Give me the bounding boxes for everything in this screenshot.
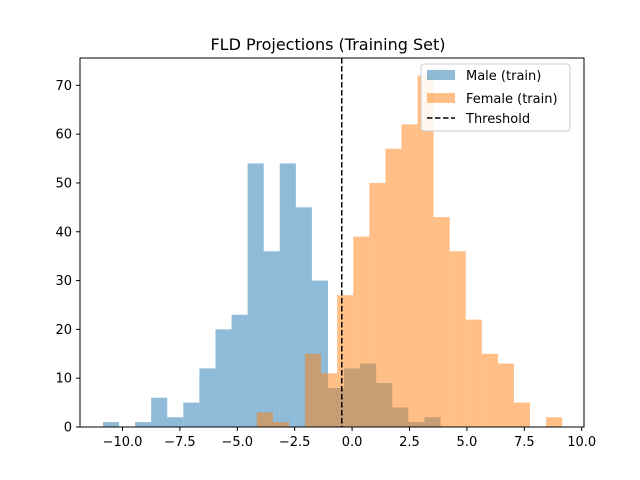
legend: Male (train) Female (train) Threshold bbox=[420, 63, 571, 132]
bar-male bbox=[263, 251, 280, 427]
bar-female bbox=[546, 417, 563, 427]
bar-male bbox=[183, 402, 200, 427]
bar-female bbox=[465, 319, 482, 427]
legend-label-male: Male (train) bbox=[466, 69, 541, 84]
bar-male bbox=[247, 163, 264, 427]
bar-female bbox=[433, 217, 450, 427]
bar-female bbox=[513, 402, 531, 427]
bar-female bbox=[401, 124, 418, 427]
x-tick-label: 2.5 bbox=[399, 435, 420, 450]
bar-male bbox=[231, 314, 248, 427]
legend-label-threshold: Threshold bbox=[465, 112, 530, 127]
y-tick-label: 30 bbox=[55, 274, 72, 289]
x-tick-label: 10.0 bbox=[567, 435, 596, 450]
bar-female bbox=[272, 422, 289, 427]
bar-female bbox=[337, 295, 354, 427]
bar-female bbox=[369, 182, 386, 427]
bar-female bbox=[417, 75, 434, 428]
bar-male bbox=[279, 163, 296, 427]
bar-female bbox=[449, 251, 466, 427]
x-tick-label: −7.5 bbox=[164, 435, 196, 450]
bar-male bbox=[167, 417, 184, 427]
bar-female bbox=[497, 363, 514, 427]
legend-swatch-female bbox=[427, 93, 455, 103]
y-tick-label: 20 bbox=[55, 323, 72, 338]
x-tick-label: −10.0 bbox=[103, 435, 143, 450]
bar-male bbox=[151, 397, 168, 427]
bars-layer bbox=[102, 75, 563, 428]
bar-male bbox=[199, 368, 216, 427]
y-tick-label: 70 bbox=[55, 79, 72, 94]
x-tick-label: 7.5 bbox=[514, 435, 535, 450]
bar-female bbox=[321, 373, 338, 427]
legend-swatch-male bbox=[427, 70, 455, 80]
y-tick-label: 60 bbox=[55, 128, 72, 143]
bar-male bbox=[102, 422, 120, 427]
legend-label-female: Female (train) bbox=[466, 92, 558, 107]
legend-frame bbox=[420, 63, 571, 132]
y-tick-label: 0 bbox=[64, 421, 72, 436]
y-axis: 0 10 20 30 40 50 60 70 bbox=[55, 79, 80, 436]
x-tick-label: 5.0 bbox=[457, 435, 478, 450]
bar-female bbox=[385, 148, 402, 428]
y-tick-label: 10 bbox=[55, 372, 72, 387]
bar-female bbox=[353, 236, 370, 427]
bar-male bbox=[135, 422, 152, 427]
plot-frame bbox=[79, 57, 585, 428]
bar-female bbox=[305, 353, 322, 427]
y-tick-label: 40 bbox=[55, 225, 72, 240]
x-tick-label: −2.5 bbox=[279, 435, 311, 450]
x-tick-label: −5.0 bbox=[221, 435, 253, 450]
x-axis: −10.0 −7.5 −5.0 −2.5 0.0 2.5 5.0 7.5 10.0 bbox=[103, 427, 596, 450]
bar-male bbox=[215, 329, 232, 427]
y-tick-label: 50 bbox=[55, 176, 72, 191]
x-tick-label: 0.0 bbox=[342, 435, 363, 450]
bar-female bbox=[481, 353, 498, 427]
bar-female bbox=[256, 412, 273, 427]
chart-title: FLD Projections (Training Set) bbox=[210, 35, 445, 54]
